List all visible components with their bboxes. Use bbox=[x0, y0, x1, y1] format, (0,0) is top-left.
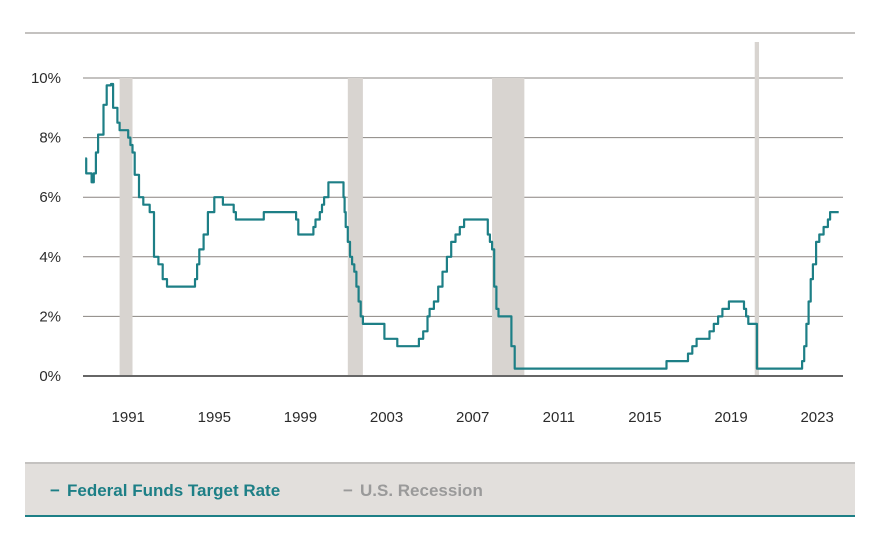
recession-band bbox=[754, 42, 760, 375]
legend-panel bbox=[25, 464, 855, 515]
x-tick-label: 1991 bbox=[112, 409, 145, 426]
y-axis-ticks: 0% 2% 4% 6% 8% 10% bbox=[31, 70, 61, 385]
y-tick-label: 10% bbox=[31, 70, 61, 87]
series-layer bbox=[85, 82, 839, 370]
x-tick-label: 2007 bbox=[456, 409, 489, 426]
x-tick-label: 1995 bbox=[198, 409, 231, 426]
recession-bands bbox=[119, 42, 760, 375]
x-tick-label: 2023 bbox=[800, 409, 833, 426]
x-tick-label: 2003 bbox=[370, 409, 403, 426]
grid-lines bbox=[83, 77, 843, 317]
x-axis-ticks: 1991 1995 1999 2003 2007 2011 2015 2019 2023 bbox=[112, 409, 834, 426]
y-tick-label: 0% bbox=[39, 368, 61, 385]
y-tick-label: 4% bbox=[39, 249, 61, 266]
legend-recession-marker: − bbox=[343, 481, 353, 500]
x-tick-label: 2011 bbox=[543, 409, 575, 426]
recession-band bbox=[347, 78, 363, 375]
legend-rate-marker: − bbox=[50, 481, 60, 500]
recession-band bbox=[119, 78, 133, 375]
x-tick-label: 2015 bbox=[628, 409, 661, 426]
y-tick-label: 6% bbox=[39, 189, 61, 206]
series-line-fed-funds-rate bbox=[85, 82, 839, 370]
y-tick-label: 2% bbox=[39, 308, 61, 325]
recession-band bbox=[492, 78, 525, 375]
x-tick-label: 2019 bbox=[714, 409, 747, 426]
y-tick-label: 8% bbox=[39, 130, 61, 147]
legend-rate-label: Federal Funds Target Rate bbox=[67, 481, 280, 500]
legend-recession-label: U.S. Recession bbox=[360, 481, 483, 500]
x-tick-label: 1999 bbox=[284, 409, 317, 426]
